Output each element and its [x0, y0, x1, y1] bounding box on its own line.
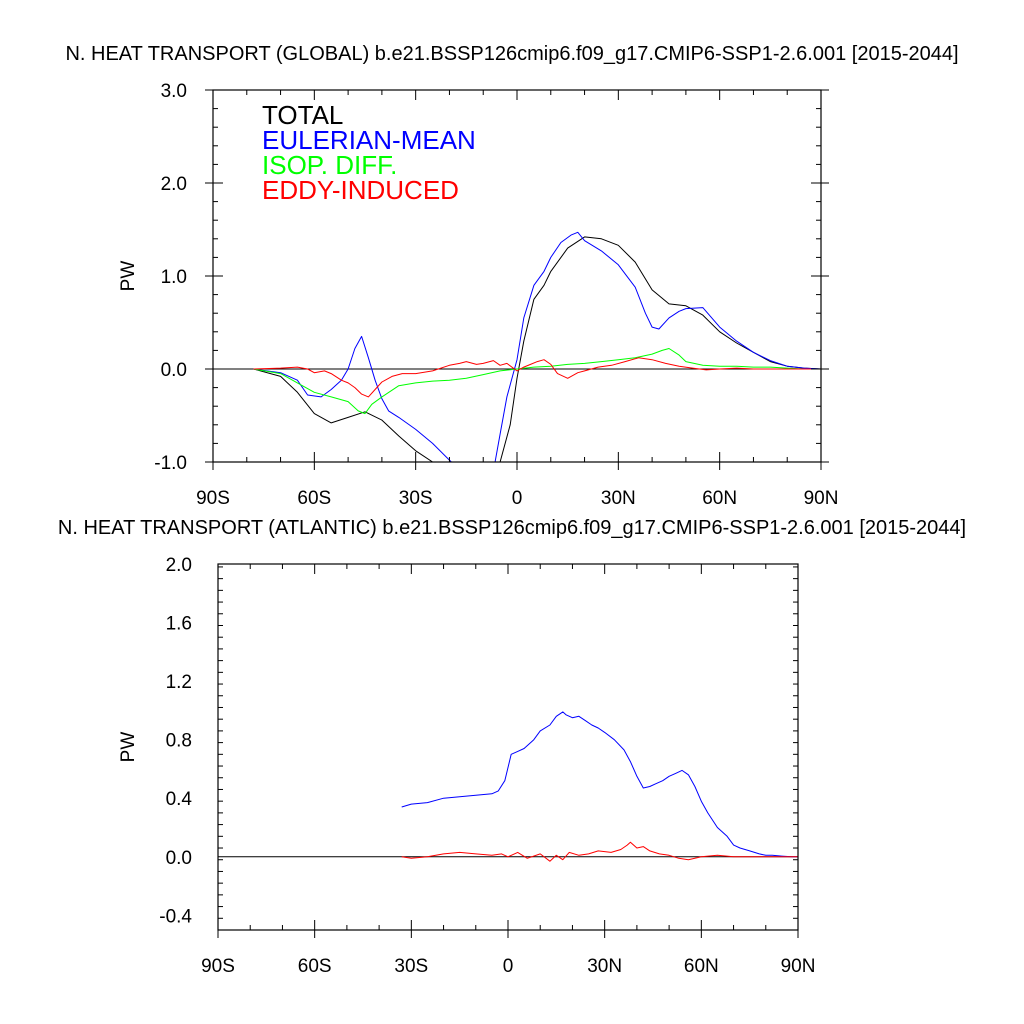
- atlantic-series-line-series-0: [401, 711, 798, 858]
- legend-entry: EDDY-INDUCED: [262, 175, 459, 205]
- global-y-tick-label: 1.0: [161, 267, 187, 288]
- global-x-tick-label: 0: [512, 488, 523, 509]
- global-series-line-isop-diff: [253, 348, 821, 415]
- atlantic-y-axis-label: PW: [118, 732, 139, 763]
- global-chart-title: N. HEAT TRANSPORT (GLOBAL) b.e21.BSSP126…: [65, 43, 958, 65]
- atlantic-x-tick-label: 30N: [587, 956, 622, 977]
- atlantic-plot-area: 90S 60S 30S 0 30N 60N 90N -0.4 0.0 0.4 0.8 1.2 1.6 2.…: [118, 555, 815, 977]
- global-plot-area: 90S 60S 30S 0 30N 60N 90N -1.0 0.0 1.0 2.0 3.0 PW TOT…: [118, 81, 838, 509]
- atlantic-plot-frame: [217, 563, 799, 931]
- global-y-tick-label: 0.0: [161, 360, 187, 381]
- atlantic-x-tick-label: 0: [503, 956, 514, 977]
- atlantic-y-tick-label: 1.6: [166, 614, 192, 635]
- global-x-tick-label: 90N: [804, 488, 839, 509]
- global-series-line-eulerian-mean: [253, 231, 821, 462]
- global-series-line-total: [253, 236, 821, 462]
- atlantic-y-tick-label: 0.8: [166, 731, 192, 752]
- global-y-tick-label: 3.0: [161, 81, 187, 102]
- global-y-tick-label: -1.0: [154, 453, 187, 474]
- atlantic-x-tick-label: 30S: [394, 956, 428, 977]
- atlantic-x-tick-label: 60N: [684, 956, 719, 977]
- global-x-tick-label: 60S: [297, 488, 331, 509]
- global-x-tick-label: 30N: [601, 488, 636, 509]
- legend-entry: TOTAL: [262, 100, 343, 130]
- global-x-tick-label: 90S: [196, 488, 230, 509]
- global-series-line-eddy-induced: [253, 357, 821, 398]
- atlantic-series-line-series-1: [401, 841, 798, 862]
- atlantic-y-tick-label: -0.4: [159, 906, 192, 927]
- atlantic-x-tick-label: 90S: [201, 956, 235, 977]
- global-x-tick-label: 30S: [399, 488, 433, 509]
- legend-entry: EULERIAN-MEAN: [262, 125, 476, 155]
- legend-entry: ISOP. DIFF.: [262, 150, 397, 180]
- global-y-axis-label: PW: [118, 261, 139, 292]
- atlantic-chart-title: N. HEAT TRANSPORT (ATLANTIC) b.e21.BSSP1…: [58, 517, 966, 539]
- atlantic-y-tick-label: 0.4: [166, 789, 193, 810]
- global-x-tick-label: 60N: [702, 488, 737, 509]
- atlantic-x-tick-label: 90N: [781, 956, 816, 977]
- global-y-tick-label: 2.0: [161, 174, 187, 195]
- atlantic-y-tick-label: 2.0: [166, 555, 192, 576]
- atlantic-y-tick-label: 0.0: [166, 848, 192, 869]
- atlantic-x-tick-label: 60S: [298, 956, 332, 977]
- atlantic-y-tick-label: 1.2: [166, 672, 192, 693]
